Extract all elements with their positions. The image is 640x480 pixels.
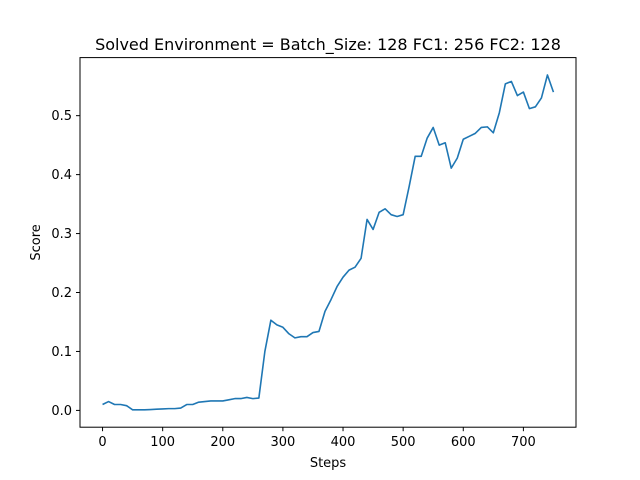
plot-frame — [79, 57, 577, 428]
y-tick-label: 0.1 — [51, 345, 72, 360]
x-tick-label: 0 — [98, 435, 106, 450]
x-tick-label: 100 — [150, 435, 175, 450]
x-axis-label: Steps — [310, 456, 347, 471]
y-tick-label: 0.0 — [51, 404, 72, 419]
x-tick-label: 300 — [270, 435, 295, 450]
y-tick-label: 0.5 — [51, 109, 72, 124]
x-tick-label: 500 — [391, 435, 416, 450]
y-axis-label: Score — [29, 224, 44, 260]
ticks-layer: 0 100 200 300 400 500 600 700 0.0 0.1 0.2 0.3 0.4 0.5 — [51, 109, 535, 450]
series-layer — [102, 74, 555, 411]
x-tick-label: 700 — [511, 435, 536, 450]
x-tick-label: 200 — [210, 435, 235, 450]
y-tick-label: 0.3 — [51, 227, 72, 242]
y-tick-label: 0.2 — [51, 286, 72, 301]
score-series-line — [102, 74, 555, 411]
y-tick-label: 0.4 — [51, 168, 72, 183]
x-tick-label: 400 — [331, 435, 356, 450]
chart-title: Solved Environment = Batch_Size: 128 FC1… — [95, 35, 561, 55]
x-tick-label: 600 — [451, 435, 476, 450]
